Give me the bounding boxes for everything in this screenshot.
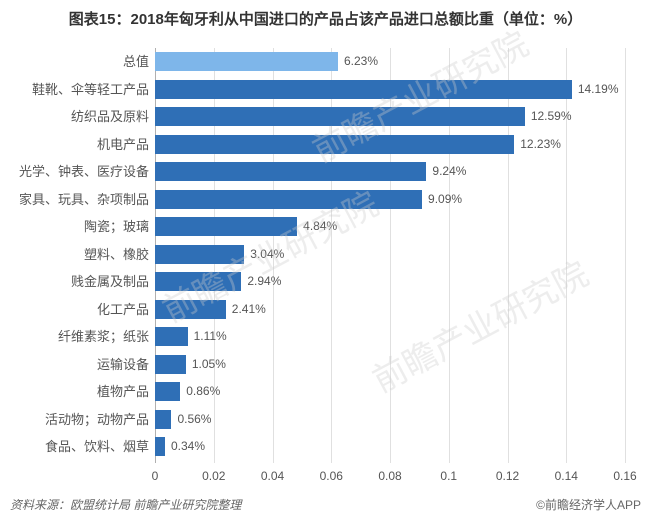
bar-row: 0.86%: [155, 378, 625, 406]
bar-row: 12.59%: [155, 103, 625, 131]
chart-area: 00.020.040.060.080.10.120.140.166.23%14.…: [0, 48, 651, 478]
value-label: 12.23%: [514, 135, 561, 154]
category-label: 运输设备: [0, 351, 149, 379]
x-tick-label: 0.14: [555, 469, 578, 483]
x-tick-label: 0.12: [496, 469, 519, 483]
category-label: 食品、饮料、烟草: [0, 433, 149, 461]
category-label: 植物产品: [0, 378, 149, 406]
bar: [155, 437, 165, 456]
bar-row: 2.41%: [155, 296, 625, 324]
bar: [155, 355, 186, 374]
category-label: 陶瓷；玻璃: [0, 213, 149, 241]
value-label: 1.05%: [186, 355, 226, 374]
category-label: 光学、钟表、医疗设备: [0, 158, 149, 186]
bar: [155, 162, 426, 181]
value-label: 9.09%: [422, 190, 462, 209]
category-label: 贱金属及制品: [0, 268, 149, 296]
bar-row: 12.23%: [155, 131, 625, 159]
category-label: 鞋靴、伞等轻工产品: [0, 76, 149, 104]
value-label: 2.41%: [226, 300, 266, 319]
value-label: 3.04%: [244, 245, 284, 264]
chart-title: 图表15：2018年匈牙利从中国进口的产品占该产品进口总额比重（单位：%）: [0, 0, 651, 29]
bar-row: 0.56%: [155, 406, 625, 434]
x-tick-label: 0.08: [378, 469, 401, 483]
bar: [155, 382, 180, 401]
bar: [155, 217, 297, 236]
bar: [155, 135, 514, 154]
bar-row: 9.24%: [155, 158, 625, 186]
x-tick-label: 0: [152, 469, 159, 483]
bar-row: 4.84%: [155, 213, 625, 241]
bar-row: 3.04%: [155, 241, 625, 269]
value-label: 0.34%: [165, 437, 205, 456]
bar: [155, 80, 572, 99]
category-label: 化工产品: [0, 296, 149, 324]
value-label: 2.94%: [241, 272, 281, 291]
value-label: 4.84%: [297, 217, 337, 236]
category-label: 活动物；动物产品: [0, 406, 149, 434]
x-tick-label: 0.02: [202, 469, 225, 483]
bar: [155, 300, 226, 319]
category-label: 家具、玩具、杂项制品: [0, 186, 149, 214]
x-tick-label: 0.16: [613, 469, 636, 483]
category-label: 塑料、橡胶: [0, 241, 149, 269]
bar-row: 14.19%: [155, 76, 625, 104]
value-label: 6.23%: [338, 52, 378, 71]
value-label: 14.19%: [572, 80, 619, 99]
value-label: 1.11%: [188, 327, 227, 346]
source-text: 资料来源：欧盟统计局 前瞻产业研究院整理: [10, 498, 241, 512]
bar: [155, 52, 338, 71]
bar-row: 6.23%: [155, 48, 625, 76]
chart-footer: 资料来源：欧盟统计局 前瞻产业研究院整理 ©前瞻经济学人APP: [10, 496, 641, 513]
x-tick-label: 0.1: [440, 469, 457, 483]
x-tick-label: 0.04: [261, 469, 284, 483]
category-label: 机电产品: [0, 131, 149, 159]
category-label: 纺织品及原料: [0, 103, 149, 131]
bar: [155, 327, 188, 346]
bar-row: 1.05%: [155, 351, 625, 379]
value-label: 12.59%: [525, 107, 572, 126]
bar: [155, 410, 171, 429]
x-tick-label: 0.06: [320, 469, 343, 483]
plot-region: 00.020.040.060.080.10.120.140.166.23%14.…: [155, 48, 625, 463]
grid-line: [625, 48, 626, 463]
attribution-text: ©前瞻经济学人APP: [536, 496, 641, 513]
bar: [155, 190, 422, 209]
bar-row: 2.94%: [155, 268, 625, 296]
bar-row: 1.11%: [155, 323, 625, 351]
bar-row: 0.34%: [155, 433, 625, 461]
bar: [155, 107, 525, 126]
value-label: 9.24%: [426, 162, 466, 181]
bar: [155, 272, 241, 291]
value-label: 0.56%: [171, 410, 211, 429]
category-label: 总值: [0, 48, 149, 76]
category-label: 纤维素浆；纸张: [0, 323, 149, 351]
value-label: 0.86%: [180, 382, 220, 401]
bar: [155, 245, 244, 264]
bar-row: 9.09%: [155, 186, 625, 214]
